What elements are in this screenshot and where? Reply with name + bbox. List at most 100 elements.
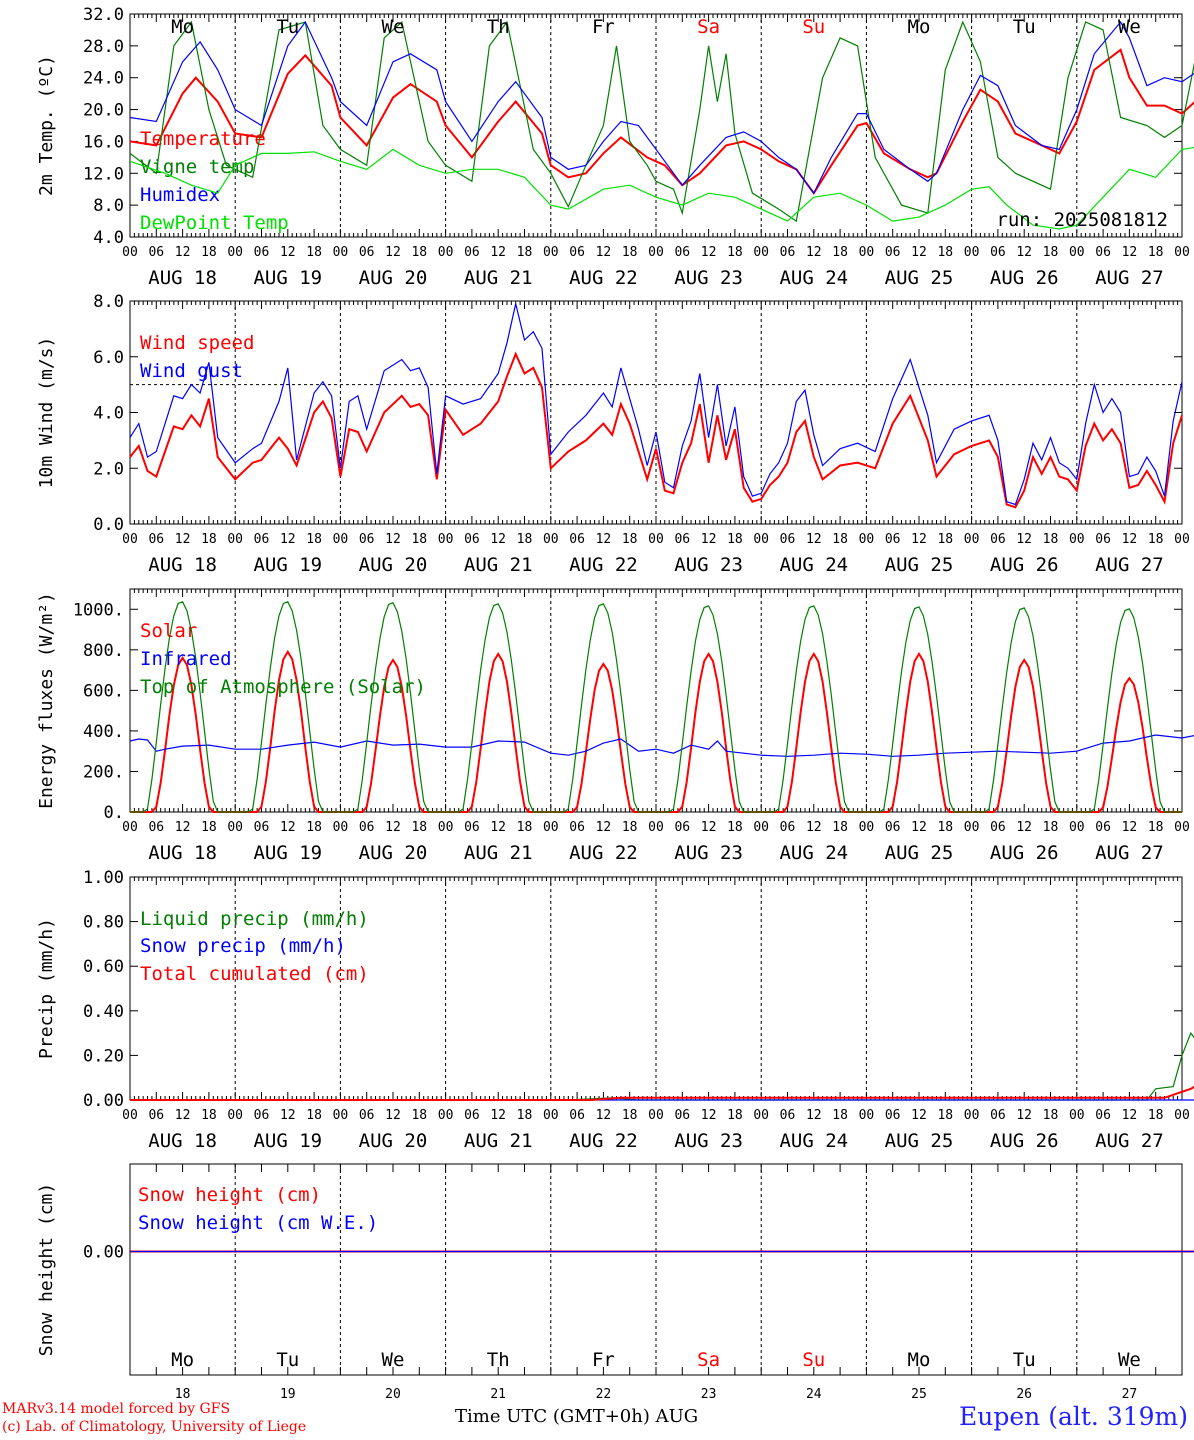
x-hour-label: 00 — [859, 532, 875, 547]
x-date-label: AUG 19 — [253, 554, 322, 576]
x-hour-label: 12 — [596, 820, 612, 835]
x-hour-label: 12 — [806, 820, 822, 835]
x-hour-label: 06 — [464, 820, 480, 835]
x-hour-label: 12 — [701, 245, 717, 260]
y-tick-label: 24.0 — [83, 69, 124, 89]
x-hour-label: 18 — [306, 245, 322, 260]
y-tick-label: 1000. — [73, 600, 124, 620]
x-hour-label: 06 — [1095, 245, 1111, 260]
credits: MARv3.14 model forced by GFS (c) Lab. of… — [2, 1400, 306, 1436]
x-hour-label: 00 — [648, 820, 664, 835]
y-tick-label: 8.0 — [93, 196, 124, 216]
x-hour-label: 12 — [385, 820, 401, 835]
x-hour-label: 06 — [254, 1108, 270, 1123]
x-hour-label: 12 — [806, 245, 822, 260]
x-date-label: AUG 26 — [990, 842, 1059, 864]
x-hour-label: 06 — [569, 245, 585, 260]
x-hour-label: 18 — [832, 532, 848, 547]
x-hour-label: 06 — [254, 820, 270, 835]
x-hour-label: 00 — [648, 245, 664, 260]
x-date-label: AUG 20 — [359, 842, 428, 864]
x-hour-label: 12 — [596, 245, 612, 260]
x-hour-label: 00 — [543, 532, 559, 547]
x-date-label: AUG 22 — [569, 267, 638, 289]
credit-line-lab: (c) Lab. of Climatology, University of L… — [2, 1419, 307, 1435]
x-hour-label: 12 — [701, 1108, 717, 1123]
plot-frame-2 — [129, 588, 1183, 813]
y-tick-label: 12.0 — [83, 164, 124, 184]
x-hour-label: 18 — [201, 532, 217, 547]
x-hour-label: 06 — [780, 1108, 796, 1123]
x-date-label: AUG 25 — [885, 267, 954, 289]
x-hour-label: 06 — [1095, 1108, 1111, 1123]
x-hour-label: 12 — [596, 532, 612, 547]
x-hour-label: 06 — [885, 245, 901, 260]
x-hour-label: 12 — [175, 245, 191, 260]
day-abbrev-top: We — [382, 16, 405, 38]
day-abbrev-bottom: Tu — [276, 1349, 299, 1371]
y-tick-label: 0.80 — [83, 913, 124, 933]
y-tick-label: 0.20 — [83, 1046, 124, 1066]
y-axis-label: Energy fluxes (W/m²) — [36, 592, 57, 809]
y-tick-label: 28.0 — [83, 37, 124, 57]
x-date-label: AUG 27 — [1095, 1130, 1164, 1152]
series-line-humidex — [129, 20, 1194, 195]
x-hour-label: 18 — [622, 532, 638, 547]
x-hour-label: 00 — [543, 245, 559, 260]
legend-entry: Liquid precip (mm/h) — [140, 908, 369, 930]
x-date-label: AUG 20 — [359, 267, 428, 289]
x-hour-label: 18 — [937, 532, 953, 547]
x-hour-label: 06 — [254, 245, 270, 260]
x-hour-label: 06 — [990, 1108, 1006, 1123]
x-hour-label: 00 — [1069, 532, 1085, 547]
x-date-label: AUG 19 — [253, 267, 322, 289]
x-date-label: AUG 20 — [359, 554, 428, 576]
x-hour-label: 12 — [1016, 245, 1032, 260]
x-hour-label: 00 — [122, 245, 138, 260]
x-hour-label: 18 — [411, 245, 427, 260]
legend-entry: Total cumulated (cm) — [140, 963, 369, 985]
day-abbrev-top: Fr — [592, 16, 615, 38]
y-tick-label: 0.0 — [93, 515, 124, 535]
x-hour-label: 18 — [727, 532, 743, 547]
x-hour-label: 00 — [227, 1108, 243, 1123]
x-hour-label: 18 — [201, 1108, 217, 1123]
y-tick-label: 16.0 — [83, 132, 124, 152]
day-abbrev-bottom: Mo — [908, 1349, 931, 1371]
x-date-label: AUG 26 — [990, 267, 1059, 289]
x-hour-label: 00 — [753, 1108, 769, 1123]
x-date-label: AUG 21 — [464, 554, 533, 576]
x-hour-label: 12 — [701, 532, 717, 547]
x-hour-label: 06 — [990, 245, 1006, 260]
x-hour-label: 12 — [911, 1108, 927, 1123]
x-hour-label: 00 — [1174, 532, 1190, 547]
x-hour-label: 12 — [175, 820, 191, 835]
day-number: 20 — [385, 1387, 401, 1402]
credit-line-model: MARv3.14 model forced by GFS — [2, 1401, 231, 1417]
x-date-label: AUG 23 — [674, 554, 743, 576]
x-hour-label: 06 — [464, 1108, 480, 1123]
x-hour-label: 00 — [543, 820, 559, 835]
x-hour-label: 18 — [517, 532, 533, 547]
x-hour-label: 06 — [674, 532, 690, 547]
x-hour-label: 18 — [832, 1108, 848, 1123]
legend-entry: Top of Atmosphere (Solar) — [140, 676, 426, 698]
x-date-label: AUG 25 — [885, 842, 954, 864]
x-hour-label: 00 — [122, 820, 138, 835]
x-hour-label: 06 — [148, 532, 164, 547]
x-date-label: AUG 21 — [464, 267, 533, 289]
x-hour-label: 00 — [964, 532, 980, 547]
x-hour-label: 06 — [569, 820, 585, 835]
x-date-label: AUG 21 — [464, 842, 533, 864]
x-hour-label: 00 — [753, 245, 769, 260]
y-tick-label: 0.60 — [83, 957, 124, 977]
x-hour-label: 12 — [490, 245, 506, 260]
x-hour-label: 00 — [1174, 820, 1190, 835]
day-abbrev-bottom: Th — [487, 1349, 510, 1371]
x-date-label: AUG 21 — [464, 1130, 533, 1152]
x-date-label: AUG 27 — [1095, 267, 1164, 289]
x-hour-label: 18 — [1148, 532, 1164, 547]
x-hour-label: 18 — [517, 1108, 533, 1123]
x-hour-label: 18 — [411, 532, 427, 547]
